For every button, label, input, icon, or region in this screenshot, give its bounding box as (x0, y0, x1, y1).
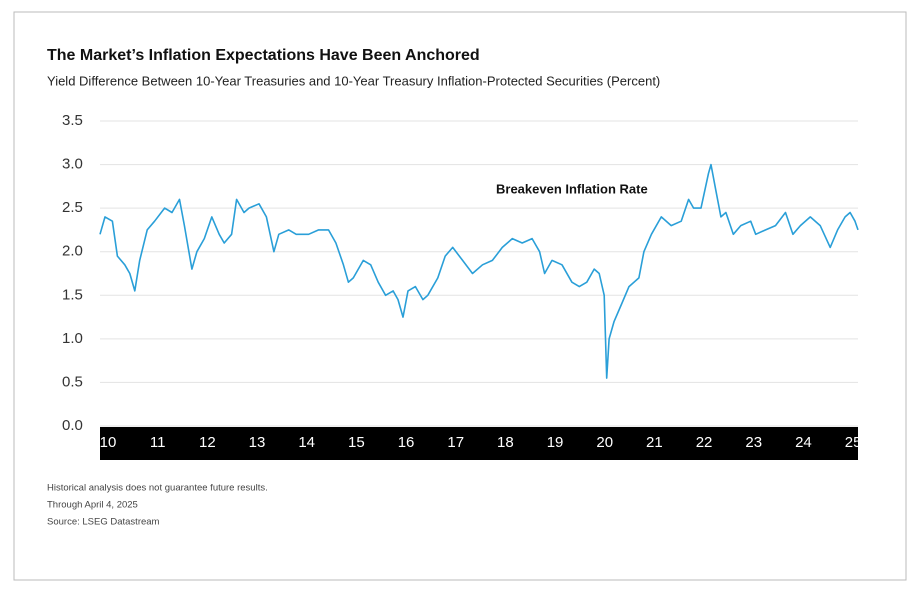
x-tick-label: 12 (199, 434, 216, 451)
x-axis-band (100, 427, 858, 460)
data-line (99, 163, 859, 379)
x-tick-label: 17 (447, 434, 464, 451)
x-tick-label: 18 (497, 434, 514, 451)
y-tick-label: 1.0 (62, 330, 83, 347)
x-tick-label: 15 (348, 434, 365, 451)
y-tick-label: 0.5 (62, 373, 83, 390)
x-tick-label: 23 (745, 434, 762, 451)
x-tick-label: 14 (298, 434, 315, 451)
footnote: Historical analysis does not guarantee f… (47, 483, 268, 494)
x-tick-label: 25 (845, 434, 862, 451)
x-tick-label: 22 (696, 434, 713, 451)
x-tick-label: 11 (150, 434, 166, 451)
footnote: Source: LSEG Datastream (47, 517, 160, 528)
footnote: Through April 4, 2025 (47, 500, 138, 511)
y-tick-label: 0.0 (62, 417, 83, 434)
y-tick-label: 2.0 (62, 243, 83, 260)
x-tick-label: 10 (100, 434, 117, 451)
chart-title: The Market’s Inflation Expectations Have… (47, 47, 480, 64)
y-tick-label: 2.5 (62, 199, 83, 216)
x-tick-label: 16 (398, 434, 415, 451)
y-tick-label: 3.0 (62, 156, 83, 173)
annotation: Breakeven Inflation Rate (496, 181, 648, 196)
frame (13, 11, 907, 581)
y-tick-label: 3.5 (62, 112, 83, 129)
y-tick-label: 1.5 (62, 286, 83, 303)
x-tick-label: 24 (795, 434, 812, 451)
x-tick-label: 21 (646, 434, 663, 451)
chart-subtitle: Yield Difference Between 10-Year Treasur… (47, 73, 660, 88)
x-tick-label: 13 (249, 434, 266, 451)
x-tick-label: 19 (547, 434, 564, 451)
x-tick-label: 20 (596, 434, 613, 451)
